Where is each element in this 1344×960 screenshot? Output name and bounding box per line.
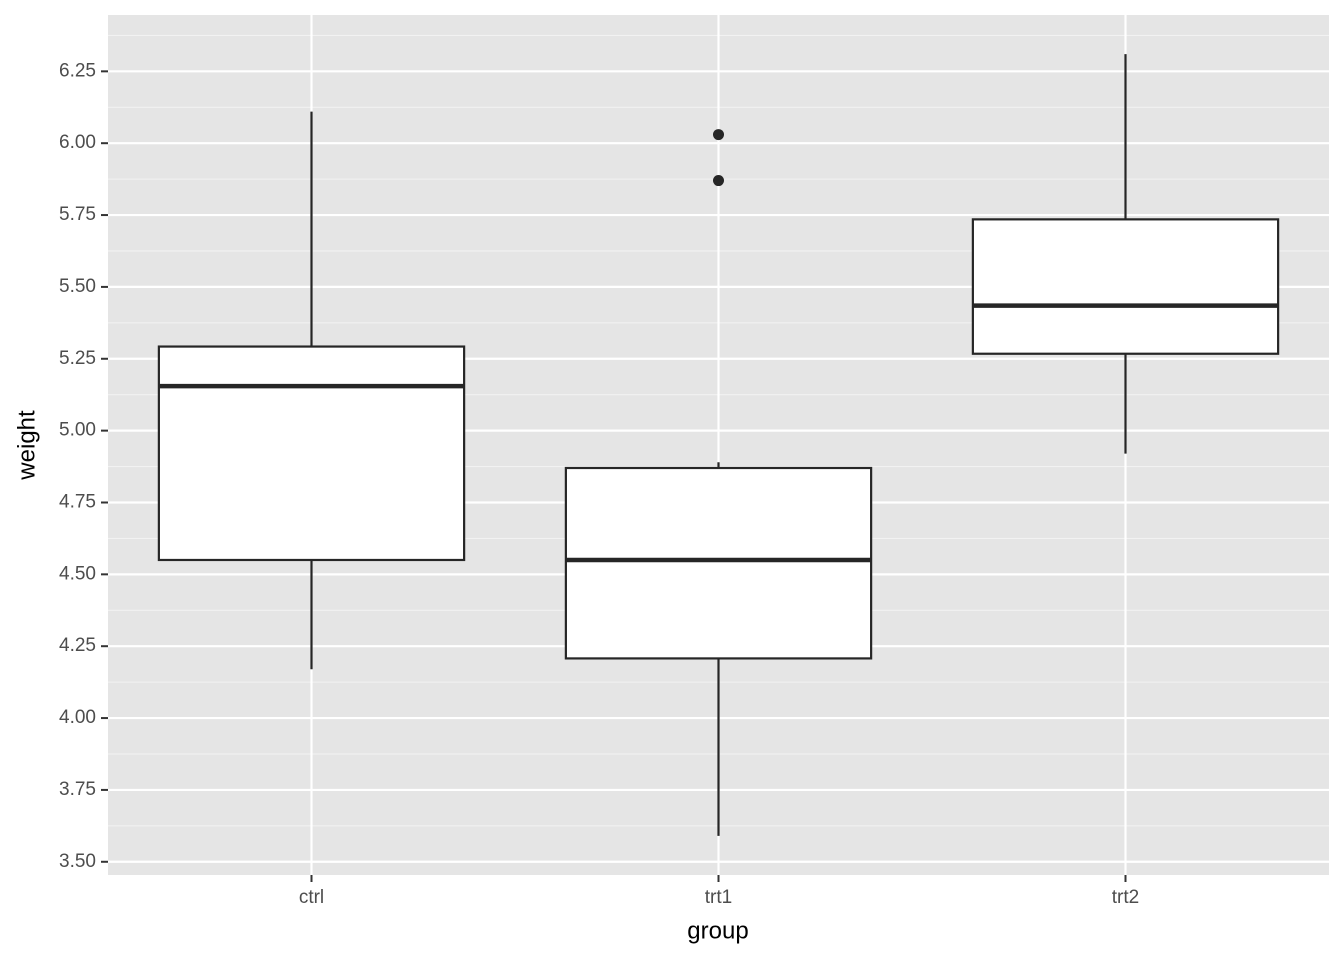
y-tick-label: 5.00 [59,420,96,441]
y-tick-label: 4.50 [59,563,96,584]
y-tick-label: 4.75 [59,492,96,513]
y-tick-label: 6.00 [59,132,96,153]
outlier [713,129,724,141]
y-tick-label: 4.00 [59,707,96,728]
y-tick-label: 3.50 [59,851,96,872]
y-axis-title: weight [13,410,40,481]
y-tick-label: 3.75 [59,779,96,800]
y-tick-label: 5.50 [59,276,96,297]
box [564,466,873,660]
y-tick-label: 6.25 [59,60,96,81]
marks [157,54,1280,836]
x-tick-label: ctrl [299,887,324,908]
box [157,345,466,562]
outlier [713,175,724,187]
y-tick-label: 5.25 [59,348,96,369]
x-tick-label: trt1 [705,887,732,908]
y-tick-label: 5.75 [59,204,96,225]
x-tick-label: trt2 [1112,887,1139,908]
box [971,218,1280,355]
x-axis-title: group [687,917,748,944]
y-tick-label: 4.25 [59,635,96,656]
